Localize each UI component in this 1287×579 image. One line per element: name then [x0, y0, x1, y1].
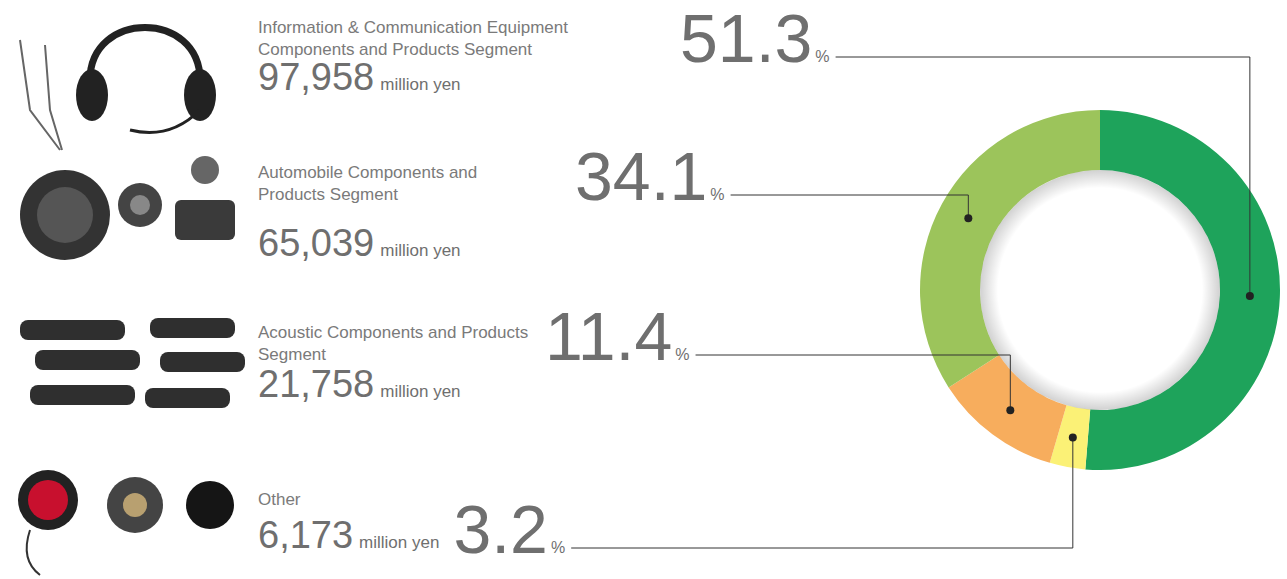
leader-line — [571, 438, 1073, 548]
amount-label: 97,958 — [258, 56, 374, 98]
icon — [30, 385, 135, 405]
amount-label: 21,758 — [258, 363, 374, 405]
icon — [28, 480, 68, 520]
leader-dot — [1006, 406, 1014, 414]
icon — [175, 200, 235, 240]
percent-sign: % — [675, 346, 689, 363]
labels: Information & Communication EquipmentCom… — [258, 0, 830, 567]
percent-label: 3.2 — [453, 491, 548, 567]
icons — [18, 28, 245, 576]
leader-dot — [964, 214, 972, 222]
category-label: Other — [258, 490, 301, 509]
icon — [20, 40, 62, 150]
icon — [107, 477, 163, 533]
icon — [20, 170, 110, 260]
category-label: Information & Communication EquipmentCom… — [258, 18, 568, 59]
icon — [130, 110, 200, 133]
inner-shadow — [980, 170, 1220, 410]
icon — [145, 388, 230, 408]
donut — [920, 110, 1280, 470]
amount-label: 6,173 — [258, 514, 353, 556]
icon — [118, 183, 162, 227]
icon — [20, 320, 125, 340]
percent-sign: % — [815, 48, 829, 65]
percent-label: 11.4 — [545, 298, 672, 374]
unit-label: million yen — [359, 533, 439, 552]
icon — [184, 69, 216, 121]
icon — [35, 350, 140, 370]
leader-line — [731, 195, 969, 218]
category-label: Acoustic Components and ProductsSegment — [258, 323, 528, 364]
unit-label: million yen — [380, 75, 460, 94]
icon — [37, 187, 93, 243]
icon — [123, 493, 147, 517]
percent-sign: % — [551, 539, 565, 556]
leader-line — [696, 355, 1011, 410]
category-label: Automobile Components andProducts Segmen… — [258, 163, 477, 204]
percent-label: 34.1 — [575, 138, 707, 214]
icon — [76, 69, 108, 121]
icon — [27, 530, 40, 575]
icon — [191, 156, 219, 184]
icon — [150, 318, 235, 338]
amount-label: 65,039 — [258, 222, 374, 264]
leader-dot — [1069, 434, 1077, 442]
icon — [18, 470, 78, 530]
percent-label: 51.3 — [680, 0, 812, 76]
chart: Information & Communication EquipmentCom… — [0, 0, 1287, 579]
unit-label: million yen — [380, 241, 460, 260]
leader-dot — [1246, 292, 1254, 300]
icon — [186, 481, 234, 529]
icon — [90, 28, 200, 81]
icon — [160, 352, 245, 372]
icon — [130, 195, 150, 215]
percent-sign: % — [710, 186, 724, 203]
unit-label: million yen — [380, 382, 460, 401]
leader-line — [836, 57, 1250, 296]
